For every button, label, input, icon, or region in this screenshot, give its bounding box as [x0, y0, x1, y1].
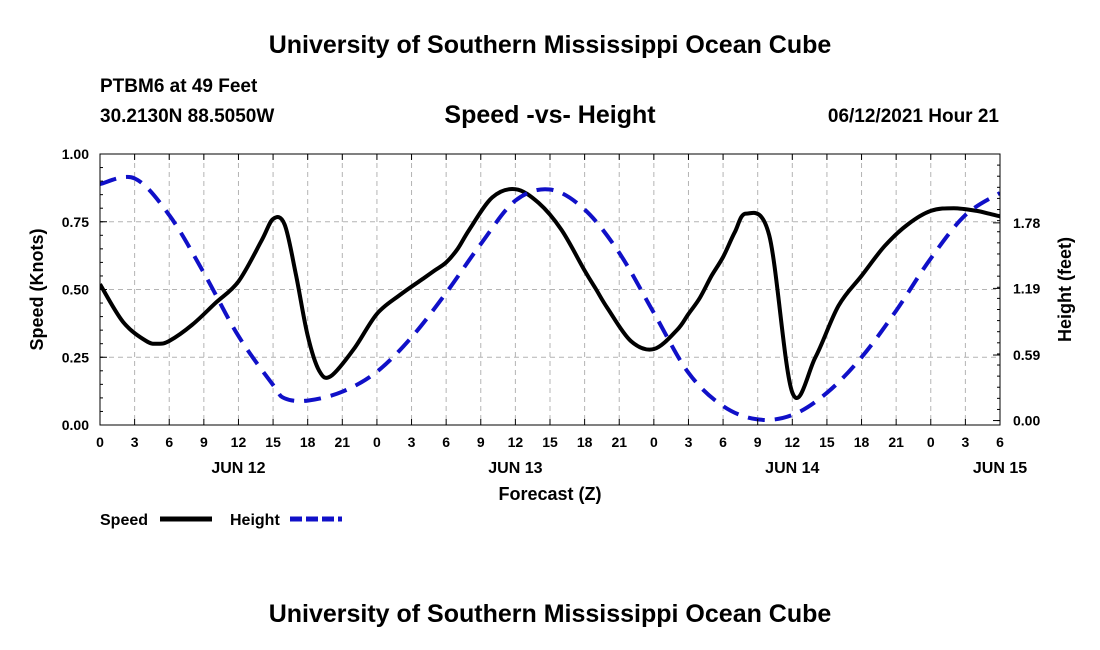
page-title: University of Southern Mississippi Ocean…	[268, 31, 832, 59]
height-series-line	[100, 174, 1000, 422]
x-tick-label: 18	[577, 434, 593, 450]
y-right-tick-label: 0.59	[1013, 347, 1040, 363]
y-left-tick-label: 0.75	[62, 214, 89, 230]
x-tick-label: 18	[854, 434, 870, 450]
x-tick-label: 15	[265, 434, 281, 450]
x-tick-label: 9	[477, 434, 485, 450]
x-tick-label: 6	[165, 434, 173, 450]
x-tick-label: 0	[96, 434, 104, 450]
x-tick-label: 3	[685, 434, 693, 450]
x-tick-label: 18	[300, 434, 316, 450]
x-tick-label: 9	[754, 434, 762, 450]
footer-title: University of Southern Mississippi Ocean…	[268, 600, 832, 628]
x-tick-label: 3	[961, 434, 969, 450]
x-day-label: JUN 15	[973, 460, 1027, 477]
x-tick-label: 3	[408, 434, 416, 450]
x-tick-label: 21	[335, 434, 351, 450]
y-left-tick-label: 0.00	[62, 417, 89, 433]
y-left-tick-label: 0.25	[62, 349, 89, 365]
x-tick-label: 0	[927, 434, 935, 450]
legend-height-label: Height	[230, 512, 280, 529]
station-coordinates: 30.2130N 88.5050W	[100, 106, 275, 127]
legend: Speed Height	[100, 512, 342, 529]
x-tick-label: 6	[442, 434, 450, 450]
station-name: PTBM6 at 49 Feet	[100, 76, 258, 97]
y-right-tick-label: 1.19	[1013, 280, 1040, 296]
x-tick-label: 3	[131, 434, 139, 450]
x-tick-label: 21	[888, 434, 904, 450]
y-right-axis-title: Height (feet)	[1055, 237, 1075, 342]
x-tick-label: 6	[719, 434, 727, 450]
grid-lines	[100, 154, 1000, 425]
y-left-axis-title: Speed (Knots)	[27, 228, 47, 350]
series-layer	[100, 174, 1000, 422]
x-tick-label: 15	[819, 434, 835, 450]
legend-speed-label: Speed	[100, 512, 148, 529]
speed-series-line	[100, 187, 1000, 400]
x-tick-label: 12	[508, 434, 524, 450]
x-axis-title: Forecast (Z)	[498, 484, 601, 504]
y-right-tick-label: 0.00	[1013, 413, 1040, 429]
chart-title: Speed -vs- Height	[444, 101, 656, 129]
y-right-tick-label: 1.78	[1013, 215, 1040, 231]
x-day-label: JUN 13	[488, 460, 542, 477]
x-day-label: JUN 14	[765, 460, 819, 477]
x-tick-label: 6	[996, 434, 1004, 450]
x-tick-label: 0	[650, 434, 658, 450]
x-tick-label: 15	[542, 434, 558, 450]
y-left-tick-label: 1.00	[62, 146, 89, 162]
y-left-tick-label: 0.50	[62, 282, 89, 298]
forecast-datetime: 06/12/2021 Hour 21	[827, 106, 999, 127]
x-tick-label: 21	[611, 434, 627, 450]
x-tick-label: 0	[373, 434, 381, 450]
x-tick-label: 12	[785, 434, 801, 450]
x-tick-label: 12	[231, 434, 247, 450]
x-day-label: JUN 12	[211, 460, 265, 477]
axes: 0 3 6 9 12 15 18 21 0 3 6 9 12 15 18 21 0 3 6 9 12 15 18 21 0 3 6 J…	[27, 146, 1075, 504]
x-tick-label: 9	[200, 434, 208, 450]
